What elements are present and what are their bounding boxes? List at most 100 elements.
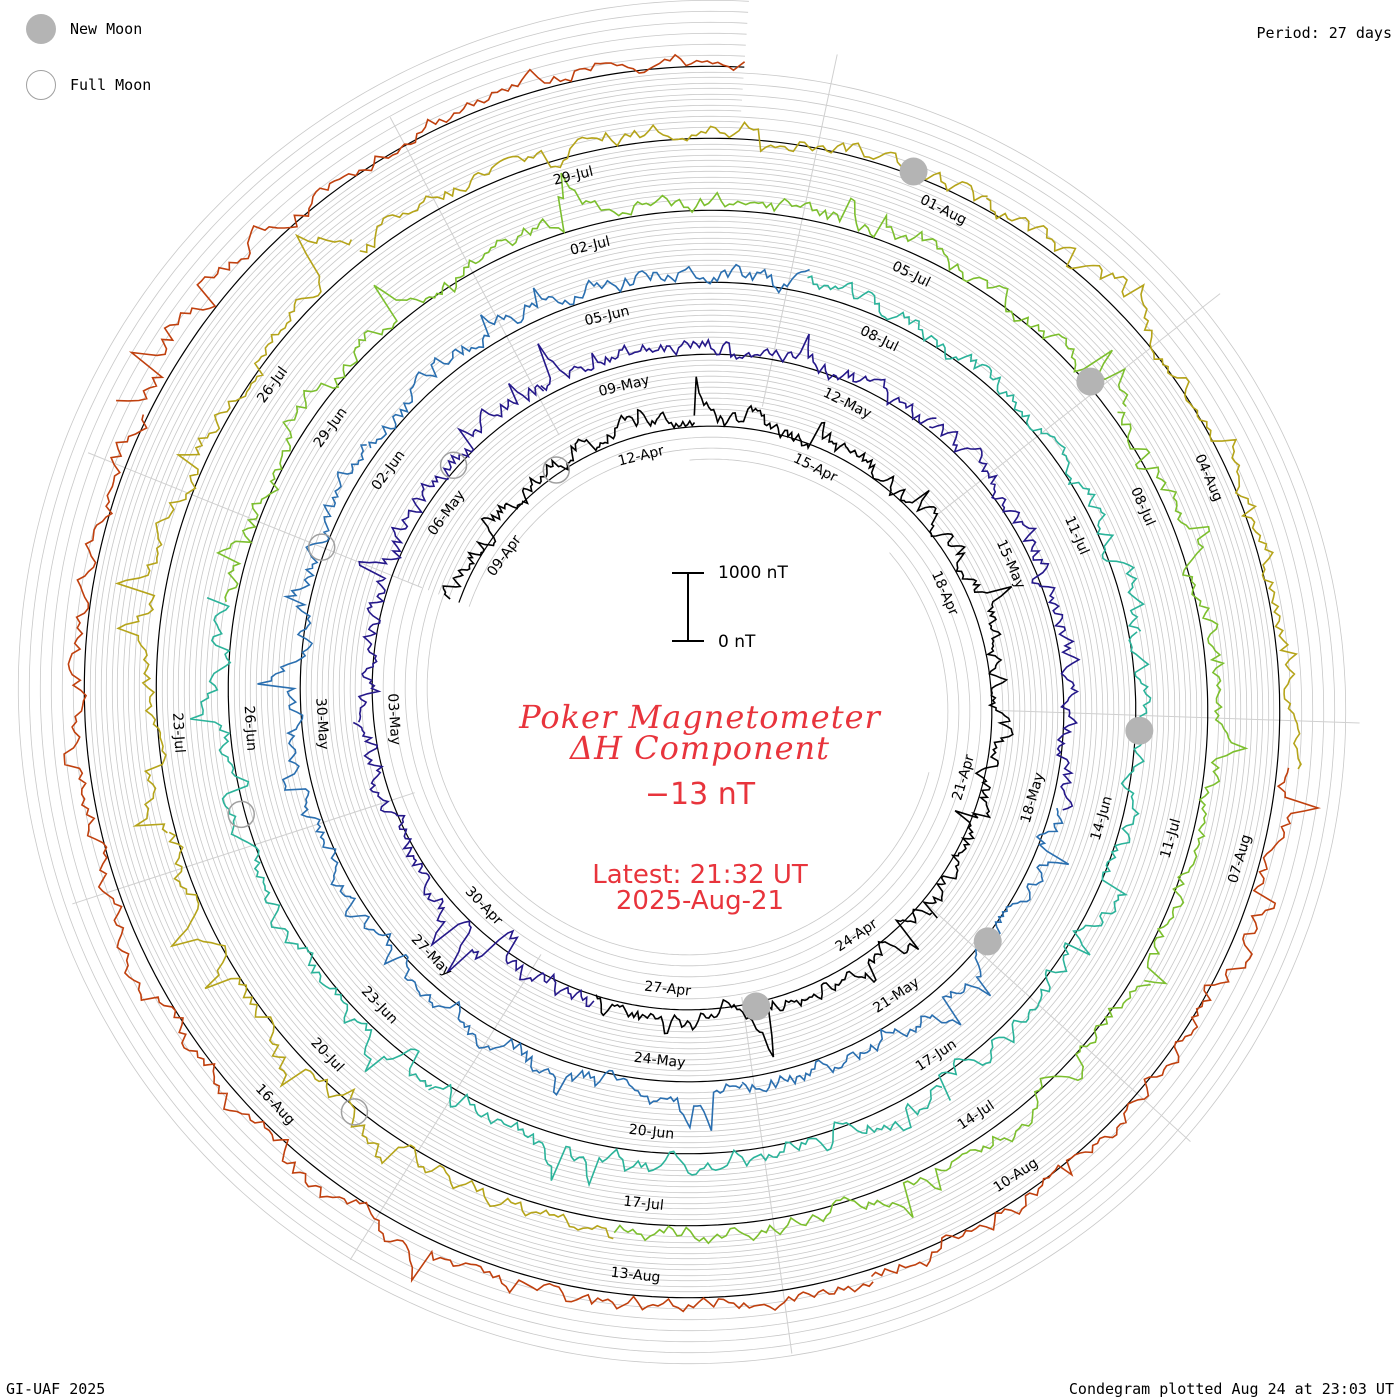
full-moon-marker xyxy=(439,451,468,480)
date-tick-label: 29-Jun xyxy=(311,405,351,451)
latest-date: 2025-Aug-21 xyxy=(615,886,785,916)
trace-segment xyxy=(922,578,1014,919)
date-tick-label: 05-Jul xyxy=(889,258,932,290)
trace-segment xyxy=(537,333,937,425)
period-label: Period: 27 days xyxy=(1256,24,1392,42)
trace-segment xyxy=(357,383,545,723)
date-tick-label: 16-Aug xyxy=(252,1081,298,1128)
grid-spoke xyxy=(87,452,423,589)
trace-segment xyxy=(613,983,1151,1245)
grid-spoke xyxy=(922,900,1191,1142)
new-moon-marker xyxy=(973,927,1002,956)
grid-spoke xyxy=(936,293,1221,516)
chart-title-line1: Poker Magnetometer xyxy=(519,698,881,736)
date-tick-label: 08-Jul xyxy=(857,323,900,355)
legend-full-moon-label: Full Moon xyxy=(70,76,152,94)
date-tick-label: 09-Apr xyxy=(484,532,525,579)
date-tick-label: 03-May xyxy=(384,693,403,746)
trace-segment xyxy=(344,896,743,1131)
latest-time: Latest: 21:32 UT xyxy=(592,860,808,890)
full-moon-marker xyxy=(227,800,255,829)
date-tick-label: 27-Apr xyxy=(643,979,692,1000)
date-tick-label: 26-Jun xyxy=(241,705,260,751)
new-moon-icon xyxy=(26,14,56,44)
grid-spiral xyxy=(138,120,1226,1244)
date-tick-label: 23-Jun xyxy=(358,983,401,1027)
trace-segment xyxy=(190,597,432,1088)
data-trace xyxy=(63,53,1322,1313)
trace-segment xyxy=(442,408,696,600)
grid-spoke xyxy=(349,954,542,1260)
legend-new-moon: New Moon xyxy=(26,14,142,44)
trace-segment xyxy=(114,233,353,834)
grid-spiral xyxy=(28,10,1336,1354)
date-tick-label: 02-Jul xyxy=(569,234,612,259)
credit-label: GI-UAF 2025 xyxy=(6,1380,106,1398)
moon-markers xyxy=(227,157,1154,1126)
new-moon-marker xyxy=(1076,367,1105,396)
full-moon-marker xyxy=(307,533,336,561)
date-tick-label: 24-May xyxy=(633,1050,686,1072)
trace-segment xyxy=(985,197,1302,770)
trace-segment xyxy=(741,807,1070,1094)
trace-segment xyxy=(595,908,933,1058)
date-tick-label: 04-Aug xyxy=(1191,452,1226,504)
grid-spoke xyxy=(999,709,1360,724)
grid-spoke xyxy=(741,997,793,1354)
trace-segment xyxy=(368,263,810,449)
grid-spoke xyxy=(389,117,560,436)
trace-segment xyxy=(116,53,746,402)
grid-spiral xyxy=(39,21,1325,1343)
date-tick-label: 21-May xyxy=(870,975,922,1017)
full-moon-marker xyxy=(340,1098,369,1126)
date-tick-label: 20-Jun xyxy=(628,1122,675,1143)
date-tick-label: 30-May xyxy=(312,697,331,750)
date-tick-label: 17-Jul xyxy=(622,1193,664,1213)
trace-segment xyxy=(693,376,969,580)
date-tick-label: 15-Apr xyxy=(791,451,840,486)
date-tick-label: 23-Jul xyxy=(169,712,188,753)
scale-bar xyxy=(672,572,704,642)
legend-new-moon-label: New Moon xyxy=(70,20,143,38)
scale-bottom-label: 0 nT xyxy=(718,632,756,652)
trace-segment xyxy=(807,275,1145,632)
date-tick-label: 06-May xyxy=(425,488,469,539)
new-moon-marker xyxy=(742,992,771,1021)
grid-spiral xyxy=(61,43,1303,1321)
trace-segment xyxy=(428,1083,943,1188)
grid-spoke xyxy=(761,54,838,407)
trace-segment xyxy=(929,423,1081,811)
trace-segment xyxy=(168,831,614,1240)
current-value: −13 nT xyxy=(644,777,756,812)
date-tick-label: 24-Apr xyxy=(833,916,881,955)
grid-spiral xyxy=(116,98,1248,1266)
legend-full-moon: Full Moon xyxy=(26,70,151,100)
trace-segment xyxy=(215,172,602,602)
date-tick-label: 18-Apr xyxy=(928,569,961,618)
grid-spoke xyxy=(72,792,415,905)
trace-segment xyxy=(63,414,227,1095)
date-tick-label: 11-Jul xyxy=(1061,514,1092,558)
plotted-label: Condegram plotted Aug 24 at 23:03 UT xyxy=(1068,1380,1394,1398)
date-tick-label: 13-Aug xyxy=(610,1265,661,1286)
new-moon-marker xyxy=(1125,716,1154,745)
trace-segment xyxy=(257,444,367,898)
trace-segment xyxy=(600,191,1129,407)
full-moon-icon xyxy=(26,70,56,100)
trace-segment xyxy=(352,721,595,1008)
grid-spiral xyxy=(127,109,1237,1255)
chart-title-line2: ΔH Component xyxy=(569,729,831,767)
date-tick-label: 02-Jun xyxy=(369,447,409,493)
trace-segment xyxy=(222,1092,874,1313)
trace-segment xyxy=(1117,411,1249,985)
trace-segment xyxy=(870,767,1322,1278)
grid xyxy=(17,0,1360,1365)
scale-top-label: 1000 nT xyxy=(718,563,788,583)
trace-segment xyxy=(359,121,988,254)
date-tick-label: 10-Aug xyxy=(991,1155,1041,1196)
date-tick-label: 08-Jul xyxy=(1127,485,1158,529)
new-moon-marker xyxy=(899,157,928,186)
full-moon-marker xyxy=(542,456,571,484)
grid-spiral xyxy=(105,87,1259,1277)
